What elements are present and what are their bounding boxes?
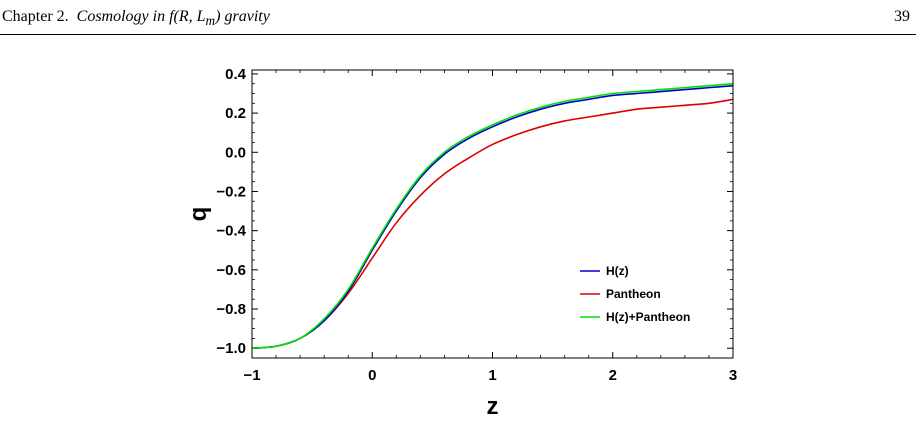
tick-labels: −1 0 1 2 3 −1.0 −0.8 −0.6 −0.4 −0.2 0.0 0.2 0.4 xyxy=(216,66,737,384)
series-line-h-z-pantheon xyxy=(251,82,734,349)
x-axis-title: z xyxy=(487,393,499,420)
y-tick-label: 0.4 xyxy=(225,66,247,83)
page-number: 39 xyxy=(894,8,910,25)
legend-label: H(z) xyxy=(606,264,629,278)
x-tick-label: 2 xyxy=(609,367,617,384)
running-title: Chapter 2. Cosmology in f(R, Lm) gravity xyxy=(2,8,270,29)
page-header: Chapter 2. Cosmology in f(R, Lm) gravity… xyxy=(0,0,916,35)
x-tick-label: 3 xyxy=(729,367,737,384)
y-tick-label: −0.8 xyxy=(216,301,246,318)
chapter-title-end: ) gravity xyxy=(215,8,270,25)
legend: H(z) Pantheon H(z)+Pantheon xyxy=(580,264,690,324)
series-line-h-z xyxy=(251,84,734,349)
chapter-title-subscript: m xyxy=(205,13,216,29)
legend-label: Pantheon xyxy=(606,287,661,301)
plot-frame xyxy=(251,69,734,359)
x-tick-label: 1 xyxy=(488,367,496,384)
plot-curves xyxy=(251,82,734,349)
legend-label: H(z)+Pantheon xyxy=(606,310,690,324)
y-tick-label: −0.6 xyxy=(216,262,246,279)
y-tick-label: 0.0 xyxy=(225,144,246,161)
chapter-title-main: Cosmology in f(R, L xyxy=(76,8,206,25)
y-tick-label: −1.0 xyxy=(216,340,246,357)
chapter-label: Chapter 2. xyxy=(2,8,69,25)
y-tick-label: 0.2 xyxy=(225,105,246,122)
y-axis-title: q xyxy=(185,207,212,222)
x-tick-label: 0 xyxy=(368,367,376,384)
x-tick-label: −1 xyxy=(243,367,260,384)
chapter-title: Cosmology in f(R, Lm) gravity xyxy=(76,8,270,29)
y-tick-label: −0.4 xyxy=(216,223,246,240)
y-tick-label: −0.2 xyxy=(216,183,246,200)
